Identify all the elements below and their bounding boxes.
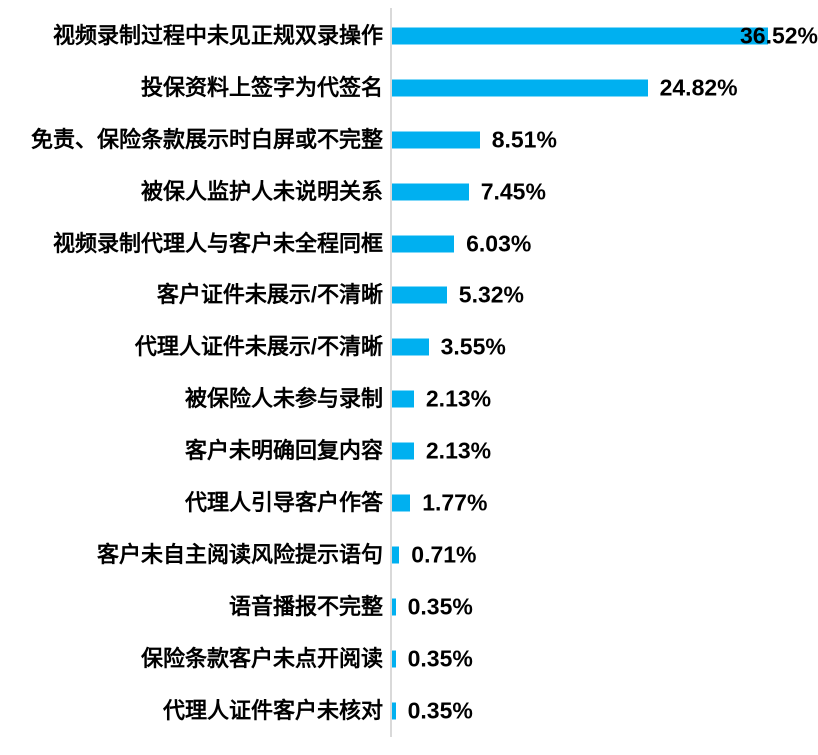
bar-area: 6.03% bbox=[392, 218, 818, 270]
chart-row: 语音播报不完整 0.35% bbox=[0, 581, 818, 633]
chart-row: 保险条款客户未点开阅读 0.35% bbox=[0, 633, 818, 685]
bar bbox=[392, 442, 414, 460]
category-label: 客户未自主阅读风险提示语句 bbox=[96, 541, 383, 567]
bar-area: 0.35% bbox=[392, 581, 818, 633]
value-label: 3.55% bbox=[440, 333, 506, 360]
bar bbox=[392, 27, 769, 45]
category-label: 客户未明确回复内容 bbox=[184, 437, 383, 463]
category-label: 视频录制过程中未见正规双录操作 bbox=[52, 22, 383, 48]
bar-area: 2.13% bbox=[392, 425, 818, 477]
chart-row: 客户未自主阅读风险提示语句 0.71% bbox=[0, 529, 818, 581]
bar-area: 2.13% bbox=[392, 373, 818, 425]
chart-row: 被保人监护人未说明关系 7.45% bbox=[0, 166, 818, 218]
bar-area: 8.51% bbox=[392, 114, 818, 166]
bar bbox=[392, 598, 396, 616]
value-label: 2.13% bbox=[425, 437, 492, 464]
category-label: 代理人证件未展示/不清晰 bbox=[134, 334, 383, 360]
bar bbox=[392, 702, 396, 720]
chart-row: 被保险人未参与录制 2.13% bbox=[0, 373, 818, 425]
category-label: 视频录制代理人与客户未全程同框 bbox=[52, 230, 383, 256]
category-label: 代理人引导客户作答 bbox=[184, 489, 383, 515]
bar bbox=[392, 546, 400, 564]
chart-row: 代理人证件未展示/不清晰 3.55% bbox=[0, 321, 818, 373]
bar-area: 0.35% bbox=[392, 633, 818, 685]
value-label: 36.52% bbox=[739, 22, 818, 49]
value-label: 5.32% bbox=[458, 281, 525, 308]
category-label: 保险条款客户未点开阅读 bbox=[140, 645, 383, 671]
bar bbox=[392, 286, 447, 304]
bar bbox=[392, 390, 414, 408]
category-label: 免责、保险条款展示时白屏或不完整 bbox=[30, 126, 383, 152]
value-label: 24.82% bbox=[659, 74, 738, 101]
bar-area: 0.35% bbox=[392, 685, 818, 737]
value-label: 0.35% bbox=[407, 697, 473, 724]
chart-row: 代理人证件客户未核对 0.35% bbox=[0, 685, 818, 737]
bar-area: 3.55% bbox=[392, 321, 818, 373]
chart-row: 免责、保险条款展示时白屏或不完整 8.51% bbox=[0, 114, 818, 166]
category-label: 被保人监护人未说明关系 bbox=[140, 178, 383, 204]
bar-area: 24.82% bbox=[392, 62, 818, 114]
bar-area: 1.77% bbox=[392, 477, 818, 529]
value-label: 1.77% bbox=[422, 489, 488, 516]
bar-area: 5.32% bbox=[392, 269, 818, 321]
bar-area: 7.45% bbox=[392, 166, 818, 218]
category-label: 被保险人未参与录制 bbox=[184, 386, 383, 412]
bar bbox=[392, 131, 480, 149]
value-label: 8.51% bbox=[491, 126, 557, 153]
bar bbox=[392, 235, 455, 252]
bar bbox=[392, 494, 411, 512]
bar-area: 36.52% bbox=[392, 10, 818, 62]
value-label: 7.45% bbox=[480, 178, 546, 205]
chart-row: 代理人引导客户作答 1.77% bbox=[0, 477, 818, 529]
y-axis-line bbox=[390, 8, 392, 737]
chart-row: 视频录制过程中未见正规双录操作 36.52% bbox=[0, 10, 818, 62]
bar bbox=[392, 183, 469, 201]
bar bbox=[392, 79, 648, 97]
chart-row: 客户证件未展示/不清晰 5.32% bbox=[0, 269, 818, 321]
chart-rows: 视频录制过程中未见正规双录操作 36.52% 投保资料上签字为代签名 24.82% 免责… bbox=[0, 10, 818, 736]
category-label: 语音播报不完整 bbox=[228, 593, 383, 619]
bar bbox=[392, 650, 396, 668]
value-label: 0.71% bbox=[411, 541, 477, 568]
bar-area: 0.71% bbox=[392, 529, 818, 581]
value-label: 0.35% bbox=[407, 593, 473, 620]
category-label: 客户证件未展示/不清晰 bbox=[156, 282, 383, 308]
category-label: 投保资料上签字为代签名 bbox=[140, 74, 383, 100]
bar bbox=[392, 338, 429, 356]
chart-row: 视频录制代理人与客户未全程同框 6.03% bbox=[0, 218, 818, 270]
value-label: 2.13% bbox=[425, 385, 492, 412]
chart-row: 投保资料上签字为代签名 24.82% bbox=[0, 62, 818, 114]
value-label: 0.35% bbox=[407, 645, 473, 672]
category-label: 代理人证件客户未核对 bbox=[162, 697, 383, 723]
chart-row: 客户未明确回复内容 2.13% bbox=[0, 425, 818, 477]
value-label: 6.03% bbox=[466, 230, 532, 256]
